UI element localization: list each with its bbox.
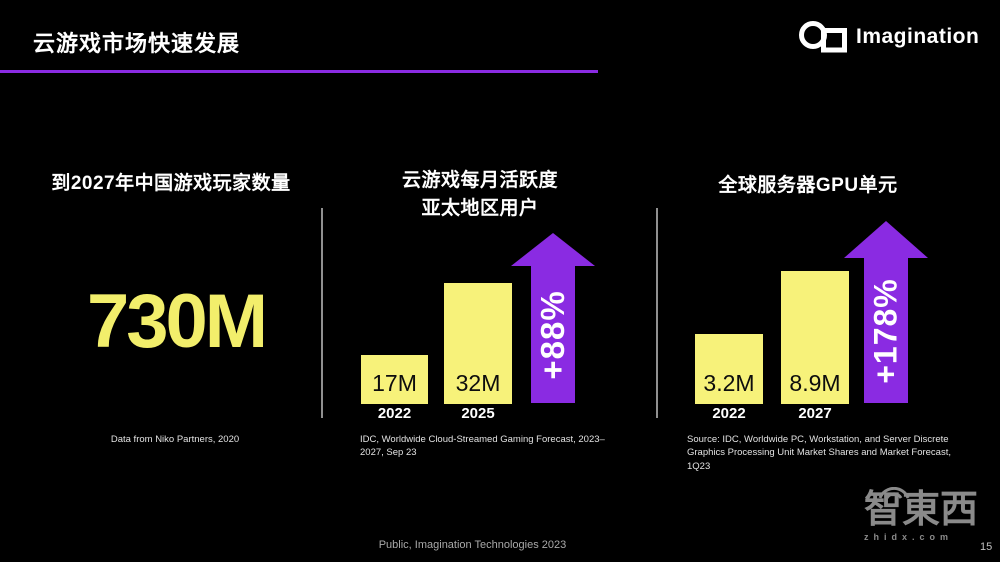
footer-classification: Public, Imagination Technologies 2023 [378, 539, 567, 551]
imagination-logo: Imagination [797, 19, 979, 55]
arrow-body: +88% [531, 266, 575, 403]
column2-heading: 云游戏每月活跃度 亚太地区用户 [355, 167, 605, 223]
column2-heading-line1: 云游戏每月活跃度 [401, 170, 558, 191]
imagination-logo-icon [799, 21, 847, 53]
page-number: 15 [980, 541, 993, 553]
imagination-logo-text: Imagination [856, 25, 980, 48]
column-divider-1 [321, 208, 323, 418]
growth-percent-label: +88% [534, 289, 571, 380]
bar-value-label: 8.9M [789, 370, 841, 396]
growth-arrow-gpu: +178% [844, 221, 928, 403]
arrow-head-icon [511, 233, 595, 266]
wifi-arcs-icon [878, 487, 910, 499]
bar-gpu-2022: 3.2M [695, 334, 763, 404]
page-title: 云游戏市场快速发展 [33, 31, 241, 56]
column2-source: IDC, Worldwide Cloud-Streamed Gaming For… [360, 434, 605, 459]
bar-gpu-2027: 8.9M [781, 271, 849, 404]
title-underline [0, 70, 598, 73]
column3-source: Source: IDC, Worldwide PC, Workstation, … [687, 434, 951, 472]
arrow-head-icon [844, 221, 928, 258]
year-label: 2027 [798, 405, 832, 422]
zhidx-watermark: 智東西 zhidx.com [864, 487, 994, 542]
bar-apac-2022: 17M [361, 355, 428, 404]
year-label: 2025 [461, 405, 495, 422]
bar-apac-2025: 32M [444, 283, 512, 404]
year-label: 2022 [377, 405, 412, 422]
column-divider-2 [656, 208, 658, 418]
arrow-body: +178% [864, 258, 908, 403]
bar-value-label: 17M [372, 370, 417, 396]
growth-percent-label: +178% [867, 277, 904, 384]
bar-value-label: 32M [455, 370, 501, 396]
year-label: 2022 [712, 405, 746, 422]
zhidx-logo-text: 智東西 [864, 489, 979, 531]
column2-heading-line2: 亚太地区用户 [421, 198, 539, 219]
bar-value-label: 3.2M [703, 370, 755, 396]
zhidx-site-text: zhidx.com [864, 531, 954, 542]
china-players-stat: 730M [86, 279, 268, 364]
column1-heading: 到2027年中国游戏玩家数量 [51, 173, 291, 194]
growth-arrow-apac: +88% [511, 233, 595, 403]
column1-source: Data from Niko Partners, 2020 [110, 434, 240, 445]
column3-heading: 全球服务器GPU单元 [718, 175, 898, 196]
